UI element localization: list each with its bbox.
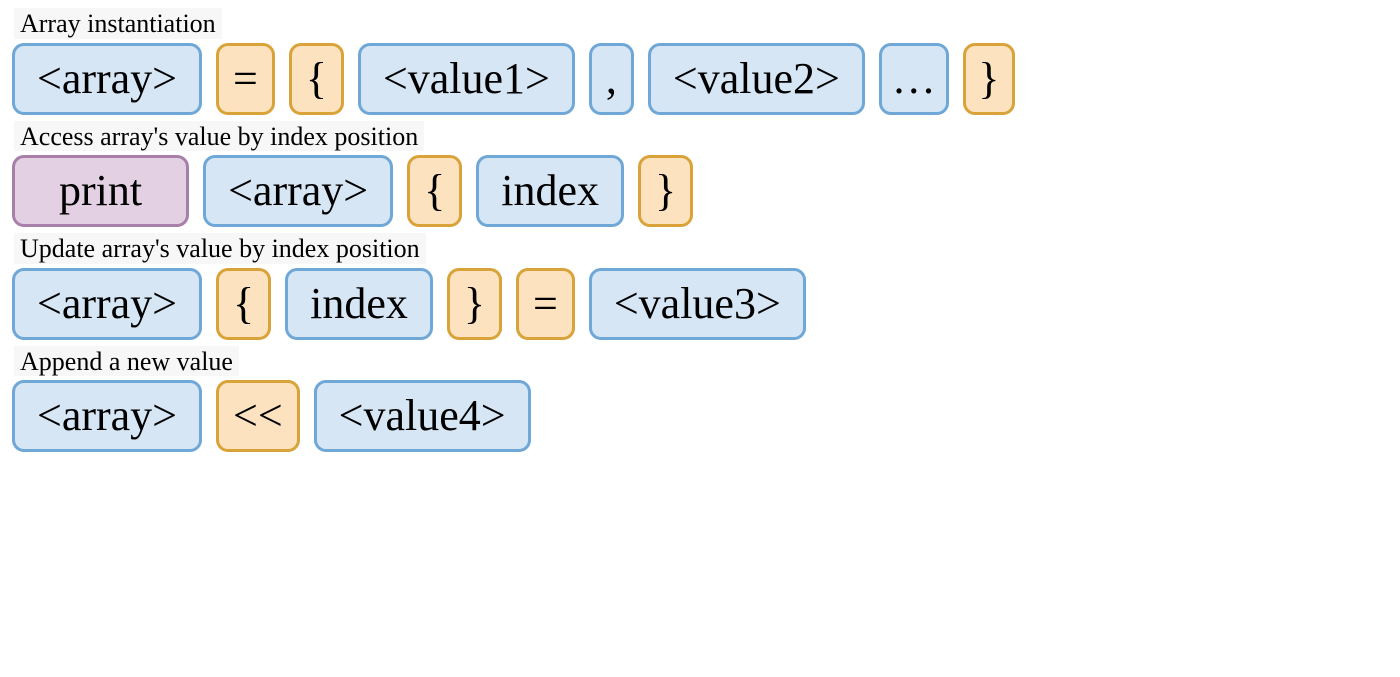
- token-orange: =: [216, 43, 275, 115]
- token-orange: {: [216, 268, 271, 340]
- token-orange: {: [407, 155, 462, 227]
- token-blue: ,: [589, 43, 634, 115]
- section-caption: Append a new value: [14, 346, 239, 377]
- token-blue: <value1>: [358, 43, 575, 115]
- token-row: print<array>{index}: [12, 155, 1388, 227]
- section-caption: Access array's value by index position: [14, 121, 424, 152]
- token-blue: <array>: [12, 268, 202, 340]
- section: Update array's value by index position <a…: [12, 233, 1388, 340]
- token-blue: <array>: [12, 380, 202, 452]
- token-orange: {: [289, 43, 344, 115]
- token-row: <array>{index}=<value3>: [12, 268, 1388, 340]
- token-blue: <value4>: [314, 380, 531, 452]
- token-purple: print: [12, 155, 189, 227]
- section-caption: Update array's value by index position: [14, 233, 426, 264]
- token-row: <array>={<value1>,<value2>…}: [12, 43, 1388, 115]
- section: Access array's value by index positionpr…: [12, 121, 1388, 228]
- section-caption: Array instantiation: [14, 8, 222, 39]
- token-orange: =: [516, 268, 575, 340]
- section: Array instantiation <array>={<value1>,<va…: [12, 8, 1388, 115]
- token-blue: index: [476, 155, 624, 227]
- token-orange: }: [447, 268, 502, 340]
- token-blue: <array>: [12, 43, 202, 115]
- token-blue: <array>: [203, 155, 393, 227]
- token-blue: <value3>: [589, 268, 806, 340]
- token-blue: <value2>: [648, 43, 865, 115]
- syntax-diagram: Array instantiation<array>={<value1>,<va…: [12, 8, 1388, 452]
- token-blue: index: [285, 268, 433, 340]
- token-orange: <<: [216, 380, 300, 452]
- token-blue: …: [879, 43, 949, 115]
- token-row: <array><<<value4>: [12, 380, 1388, 452]
- token-orange: }: [638, 155, 693, 227]
- token-orange: }: [963, 43, 1015, 115]
- section: Append a new value<array><<<value4>: [12, 346, 1388, 453]
